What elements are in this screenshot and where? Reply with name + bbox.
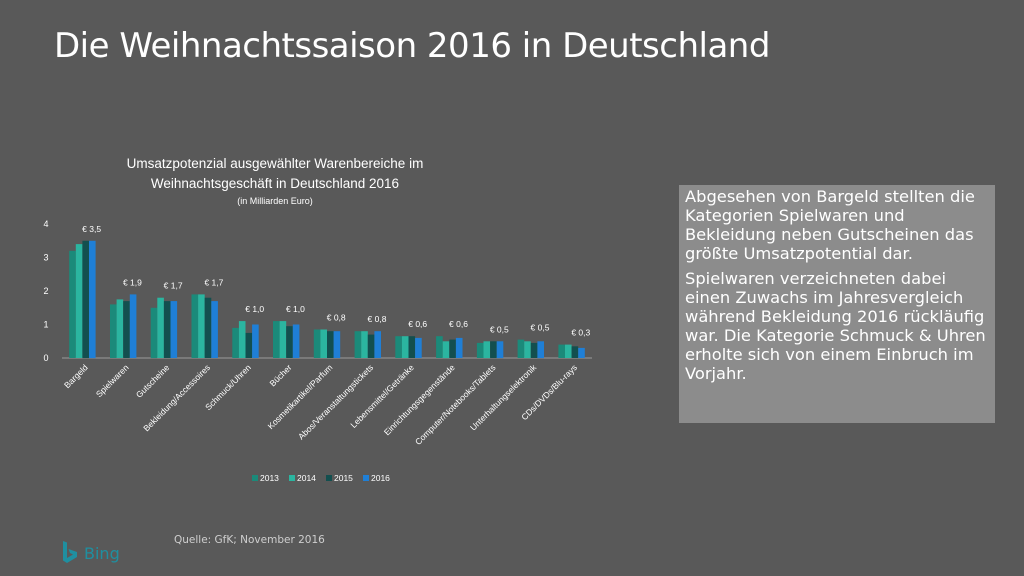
bar-2016 <box>333 331 341 358</box>
x-category-label: Gutscheine <box>134 362 172 400</box>
bar-2014 <box>442 341 450 359</box>
bar-2014 <box>157 297 164 358</box>
bing-wordmark: Bing <box>84 543 120 563</box>
bar-2016 <box>211 301 218 358</box>
callout-paragraph: Abgesehen von Bargeld stellten die Kateg… <box>685 187 975 263</box>
callout-paragraph: Spielwaren verzeichneten dabei einen Zuw… <box>685 269 986 383</box>
data-label: € 0,6 <box>408 319 427 329</box>
data-label: € 0,5 <box>531 323 550 333</box>
legend-swatch-2014 <box>289 475 295 481</box>
bar-2015 <box>286 326 293 358</box>
bar-2016 <box>374 331 381 358</box>
data-label: € 0,6 <box>449 319 468 329</box>
data-label: € 1,9 <box>123 277 142 287</box>
bar-2013 <box>436 336 443 358</box>
bar-2015 <box>530 342 538 358</box>
bar-2016 <box>170 301 178 358</box>
bar-2013 <box>517 339 525 358</box>
bar-2015 <box>123 301 130 358</box>
bar-2014 <box>320 329 327 358</box>
y-tick-label: 3 <box>43 253 48 263</box>
x-category-label: Einrichtungsgegenstände <box>382 362 457 437</box>
bar-2015 <box>82 240 89 359</box>
bar-2013 <box>395 336 402 358</box>
bar-2016 <box>496 341 504 359</box>
bar-2014 <box>75 244 83 358</box>
legend-label-2016: 2016 <box>371 473 390 483</box>
bar-2016 <box>89 240 96 359</box>
legend-label-2013: 2013 <box>260 473 279 483</box>
bar-2013 <box>150 307 158 359</box>
data-label: € 0,5 <box>490 324 509 334</box>
bar-2016 <box>292 324 300 358</box>
bar-2014 <box>483 341 491 359</box>
bar-2014 <box>198 294 205 358</box>
x-category-label: Computer/Notebooks/Tablets <box>413 362 498 447</box>
chart-title-line: Weihnachtsgeschäft in Deutschland 2016 <box>151 176 399 191</box>
bar-2013 <box>69 250 76 358</box>
bar-2015 <box>449 339 456 358</box>
bar-2014 <box>116 299 124 358</box>
bar-2014 <box>361 331 368 358</box>
bar-2016 <box>415 337 422 358</box>
y-tick-label: 2 <box>43 286 48 296</box>
bar-2016 <box>578 347 585 358</box>
legend-label-2014: 2014 <box>297 473 316 483</box>
x-category-label: Bücher <box>267 362 293 388</box>
x-category-label: Bekleidung/Accessoires <box>141 362 212 433</box>
bar-2015 <box>163 301 171 358</box>
bar-2013 <box>558 344 565 358</box>
y-tick-label: 0 <box>43 353 48 363</box>
data-label: € 1,7 <box>164 281 183 291</box>
bar-2016 <box>537 341 544 359</box>
bing-logo: Bing <box>62 540 120 566</box>
y-tick-label: 1 <box>43 320 48 330</box>
data-label: € 1,7 <box>204 277 223 287</box>
callout-box: Abgesehen von Bargeld stellten die Kateg… <box>679 185 995 423</box>
bar-2015 <box>327 331 334 358</box>
bar-2015 <box>490 341 497 359</box>
x-category-label: Unterhaltungselektronik <box>468 362 539 433</box>
bar-2013 <box>354 331 362 358</box>
bar-2013 <box>232 327 239 358</box>
x-category-label: Bargeld <box>62 362 90 390</box>
data-label: € 0,3 <box>571 328 590 338</box>
chart-title-line: Umsatzpotenzial ausgewählter Warenbereic… <box>127 156 424 171</box>
bar-2013 <box>313 329 321 358</box>
bar-2015 <box>204 297 212 358</box>
chart-subtitle: (in Milliarden Euro) <box>237 196 313 206</box>
bar-2013 <box>191 294 199 358</box>
data-label: € 3,5 <box>82 224 101 234</box>
bar-2014 <box>524 341 531 359</box>
data-label: € 1,0 <box>286 304 305 314</box>
bing-b-icon <box>63 541 77 563</box>
legend-swatch-2013 <box>252 475 258 481</box>
bar-2015 <box>245 332 253 358</box>
bar-2016 <box>252 324 259 358</box>
x-category-label: Spielwaren <box>94 362 131 399</box>
bar-2015 <box>408 336 416 358</box>
data-label: € 0,8 <box>368 314 387 324</box>
bar-2016 <box>129 294 137 358</box>
slide-title: Die Weihnachtssaison 2016 in Deutschland <box>54 26 770 66</box>
bar-2013 <box>110 304 117 358</box>
bar-2016 <box>455 337 463 358</box>
source-note: Quelle: GfK; November 2016 <box>174 534 325 546</box>
bar-2015 <box>571 346 579 358</box>
x-category-label: Abos/Veranstaltungstickets <box>296 362 375 441</box>
bar-2014 <box>401 336 409 358</box>
bar-2014 <box>238 321 246 358</box>
legend-swatch-2016 <box>363 475 369 481</box>
bar-2013 <box>476 342 484 358</box>
bar-2014 <box>279 321 287 358</box>
y-tick-label: 4 <box>43 219 48 229</box>
legend-label-2015: 2015 <box>334 473 353 483</box>
bar-2014 <box>565 344 572 358</box>
legend-swatch-2015 <box>326 475 332 481</box>
bar-2015 <box>367 334 375 358</box>
data-label: € 1,0 <box>245 304 264 314</box>
bar-2013 <box>273 321 280 358</box>
data-label: € 0,8 <box>327 313 346 323</box>
